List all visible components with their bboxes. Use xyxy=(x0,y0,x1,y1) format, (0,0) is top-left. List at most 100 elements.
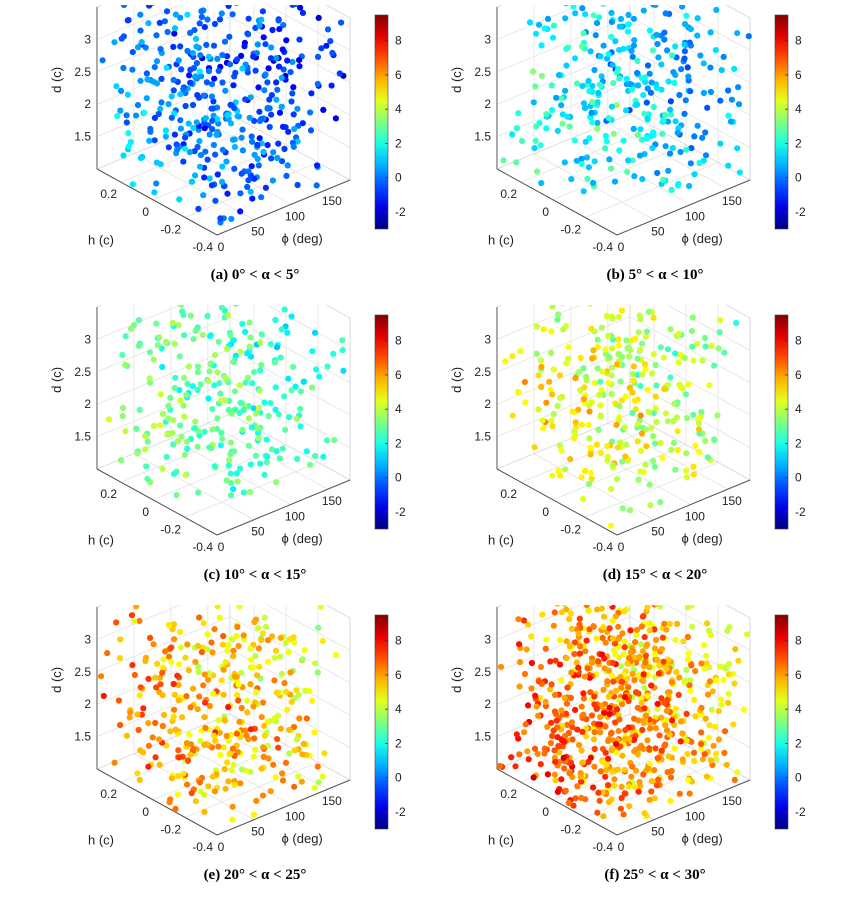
scatter-point xyxy=(715,736,723,743)
scatter-point xyxy=(171,706,178,713)
scatter-point xyxy=(105,416,113,423)
scatter-point xyxy=(143,95,150,102)
scatter-point xyxy=(567,610,574,617)
colorbar-tick-label: 2 xyxy=(795,736,802,750)
scatter-point xyxy=(549,732,556,740)
scatter-point xyxy=(196,614,203,621)
scatter-point xyxy=(662,741,669,748)
scatter-point xyxy=(133,112,140,119)
scatter-point xyxy=(602,639,609,646)
scatter-point xyxy=(699,756,706,763)
scatter-point xyxy=(288,698,295,705)
scatter-point xyxy=(622,107,630,114)
scatter-point xyxy=(126,714,133,721)
scatter-point xyxy=(597,402,604,409)
scatter-point xyxy=(196,163,204,170)
d-tick-label: 1.5 xyxy=(74,730,91,744)
scatter-point xyxy=(292,383,299,390)
scatter-point xyxy=(119,351,126,358)
scatter-point xyxy=(117,636,124,643)
scatter-point xyxy=(174,146,181,153)
scatter-point xyxy=(690,357,697,364)
scatter-point xyxy=(554,402,561,409)
scatter-point xyxy=(596,14,603,21)
scatter-point xyxy=(616,147,623,154)
scatter-point xyxy=(162,133,169,140)
scatter-point xyxy=(265,412,272,420)
scatter-point xyxy=(688,328,695,335)
scatter-point xyxy=(261,722,268,729)
scatter-point xyxy=(144,438,151,445)
scatter-point xyxy=(701,334,709,342)
chart-panel-b: 1.5 2 2.5 3 0.2 0 -0.2 -0.4 0 50 100 150 d (c) h (c) ϕ… xyxy=(445,5,855,300)
scatter-point xyxy=(187,751,194,758)
scatter-point xyxy=(185,363,192,370)
colorbar-tick-label: 6 xyxy=(795,68,802,82)
scatter-point xyxy=(568,719,576,726)
scatter-point xyxy=(583,605,590,609)
scatter-point xyxy=(562,787,569,794)
scatter-point xyxy=(650,5,657,8)
scatter-point xyxy=(679,5,686,10)
scatter-point xyxy=(619,752,626,759)
scatter-point xyxy=(736,169,743,176)
scatter-point xyxy=(273,479,280,486)
scatter-point xyxy=(123,112,130,119)
scatter-point xyxy=(717,140,724,147)
scatter-point xyxy=(589,119,596,126)
scatter-point xyxy=(637,641,644,648)
scatter-point xyxy=(152,754,159,761)
scatter-point xyxy=(636,745,643,752)
scatter-point xyxy=(634,69,641,77)
scatter-point xyxy=(237,190,244,197)
scatter-point xyxy=(577,354,584,361)
scatter-point xyxy=(626,384,633,391)
scatter-point xyxy=(271,654,278,661)
scatter-point xyxy=(244,183,251,190)
scatter-point xyxy=(262,184,269,191)
scatter-point xyxy=(250,811,258,818)
colorbar-tick-label: 0 xyxy=(795,471,802,485)
scatter-point xyxy=(192,73,199,80)
scatter-point xyxy=(111,39,118,46)
scatter-point xyxy=(235,681,242,688)
scatter-point xyxy=(136,692,143,699)
scatter-point xyxy=(273,96,280,103)
scatter-point xyxy=(699,134,706,141)
scatter-point xyxy=(223,477,230,484)
scatter-point xyxy=(184,47,191,55)
scatter-point xyxy=(630,736,638,744)
scatter-point xyxy=(623,441,630,448)
colorbar-tick-label: 8 xyxy=(795,334,802,348)
scatter-point xyxy=(188,178,196,185)
scatter-point xyxy=(703,652,710,659)
scatter-point xyxy=(317,605,324,610)
scatter-point xyxy=(663,707,670,714)
scatter-point xyxy=(654,169,661,177)
d-tick-label: 2.5 xyxy=(474,665,491,679)
scatter-point xyxy=(714,412,721,419)
scatter-point xyxy=(576,650,583,657)
colorbar-tick-label: -2 xyxy=(795,205,806,219)
scatter-point xyxy=(725,699,732,706)
scatter-point xyxy=(533,30,540,37)
scatter-point xyxy=(195,668,202,676)
colorbar-tick-label: 6 xyxy=(795,368,802,382)
colorbar-tick-label: -2 xyxy=(795,505,806,519)
scatter-point xyxy=(596,391,603,399)
alpha-range: 15° < α < 20° xyxy=(621,567,708,583)
scatter-point xyxy=(578,160,585,168)
scatter-point xyxy=(245,31,252,38)
scatter-point xyxy=(145,720,152,727)
scatter-point xyxy=(278,103,285,110)
scatter-point xyxy=(218,305,225,311)
scatter-point xyxy=(165,144,172,151)
scatter-point xyxy=(633,101,641,108)
scatter-point xyxy=(266,123,273,131)
scatter-point xyxy=(672,705,679,712)
scatter-point xyxy=(311,784,318,791)
scatter-point xyxy=(549,472,556,479)
scatter-point xyxy=(172,11,179,18)
scatter-point xyxy=(551,771,558,778)
scatter-point xyxy=(644,115,651,122)
